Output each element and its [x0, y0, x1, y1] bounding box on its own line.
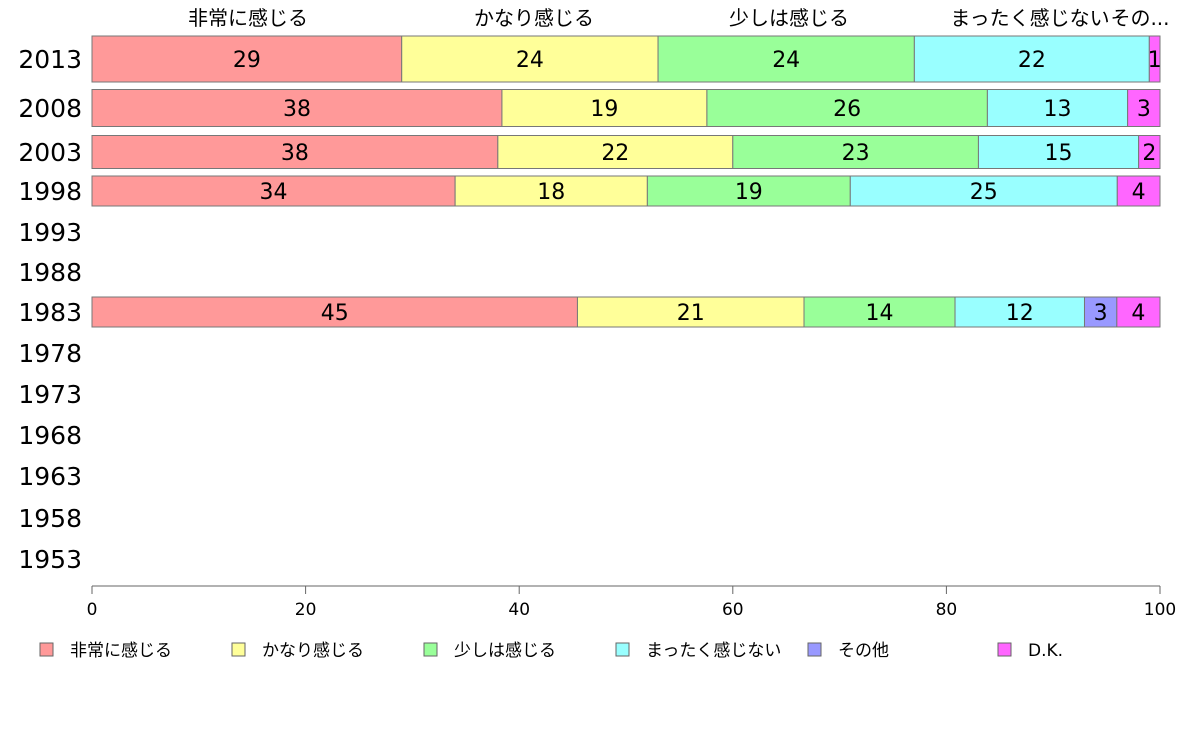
year-label: 1983 [18, 298, 82, 327]
bar-segment [576, 296, 805, 328]
legend: 非常に感じる かなり感じる 少しは感じる まったく感じない その他 D.K. [39, 641, 1063, 661]
bar-value-label: 24 [516, 48, 544, 73]
year-axis-labels: 2013 2008 2003 1998 1993 1988 1983 1978 1973 1968… [18, 45, 82, 574]
legend-swatch [423, 642, 438, 657]
legend-label: まったく感じない [646, 641, 781, 661]
top-label: かなり感じる [474, 6, 594, 30]
bar-value-label: 26 [833, 97, 861, 122]
year-label: 1963 [18, 462, 82, 491]
bar-value-label: 29 [233, 48, 261, 73]
bar-segment [497, 135, 734, 169]
year-label: 1953 [18, 545, 82, 574]
bar-segment [954, 296, 1085, 328]
x-axis: 0 20 40 60 80 100 [87, 585, 1176, 620]
bars: 29 24 24 22 138 19 26 13 338 22 23 15 234 18 19 25 445 21… [91, 35, 1162, 328]
year-label: 1958 [18, 504, 82, 533]
bar-value-label: 3 [1137, 97, 1151, 122]
top-label: その... [1110, 6, 1169, 30]
legend-swatch [807, 642, 822, 657]
bar-segment [646, 175, 851, 207]
legend-label: かなり感じる [262, 641, 364, 661]
year-label: 1988 [18, 258, 82, 287]
year-label: 2013 [18, 45, 82, 74]
x-tick-label: 0 [87, 600, 98, 620]
bar-segment [706, 89, 988, 127]
legend-label: D.K. [1028, 641, 1063, 661]
bar-value-label: 22 [1018, 48, 1046, 73]
bar-value-label: 2 [1142, 141, 1156, 166]
year-label: 1978 [18, 339, 82, 368]
legend-swatch [39, 642, 54, 657]
bar-value-label: 22 [601, 141, 629, 166]
bar-value-label: 14 [866, 301, 894, 326]
bar-segment [913, 35, 1150, 83]
bar-value-label: 24 [772, 48, 800, 73]
bar-value-label: 38 [283, 97, 311, 122]
top-label: 少しは感じる [729, 6, 849, 30]
bar-value-label: 13 [1044, 97, 1072, 122]
year-label: 1973 [18, 380, 82, 409]
top-category-labels: 非常に感じる かなり感じる 少しは感じる まったく感じない その... [188, 6, 1170, 30]
bar-value-label: 23 [842, 141, 870, 166]
bar-value-label: 1 [1148, 48, 1162, 73]
bar-value-label: 45 [321, 301, 349, 326]
x-tick-label: 20 [295, 600, 317, 620]
bar-value-label: 19 [590, 97, 618, 122]
x-tick-label: 60 [722, 600, 744, 620]
year-label: 1968 [18, 421, 82, 450]
x-tick-label: 100 [1144, 600, 1176, 620]
bar-value-label: 4 [1132, 180, 1146, 205]
legend-label: その他 [838, 641, 889, 661]
legend-swatch [615, 642, 630, 657]
bar-segment [1116, 175, 1161, 207]
x-tick-label: 40 [508, 600, 530, 620]
top-label: まったく感じない [950, 6, 1109, 30]
bar-value-label: 38 [281, 141, 309, 166]
bar-segment [986, 89, 1129, 127]
bar-value-label: 25 [970, 180, 998, 205]
bar-segment [501, 89, 708, 127]
bar-segment [91, 135, 499, 169]
bar-value-label: 21 [677, 301, 705, 326]
bar-segment [91, 175, 456, 207]
year-label: 2008 [18, 94, 82, 123]
bar-value-label: 12 [1006, 301, 1034, 326]
bar-segment [732, 135, 979, 169]
bar-segment [401, 35, 659, 83]
legend-label: 少しは感じる [454, 641, 556, 661]
x-tick-label: 80 [936, 600, 958, 620]
top-label: 非常に感じる [188, 6, 308, 30]
year-label: 2003 [18, 138, 82, 167]
bar-segment [91, 35, 403, 83]
bar-segment [1083, 296, 1118, 328]
legend-swatch [997, 642, 1012, 657]
bar-segment [1127, 89, 1161, 127]
bar-value-label: 15 [1045, 141, 1073, 166]
bar-value-label: 18 [537, 180, 565, 205]
bar-segment [91, 296, 578, 328]
bar-segment [657, 35, 915, 83]
bar-segment [91, 89, 503, 127]
legend-swatch [231, 642, 246, 657]
bar-value-label: 19 [735, 180, 763, 205]
bar-segment [849, 175, 1118, 207]
bar-segment [1116, 296, 1161, 328]
bar-value-label: 4 [1131, 301, 1145, 326]
bar-segment [1148, 35, 1161, 83]
legend-label: 非常に感じる [70, 641, 172, 661]
bar-value-label: 3 [1094, 301, 1108, 326]
year-label: 1998 [18, 177, 82, 206]
bar-segment [1138, 135, 1161, 169]
bar-segment [977, 135, 1140, 169]
year-label: 1993 [18, 218, 82, 247]
bar-value-label: 34 [260, 180, 288, 205]
